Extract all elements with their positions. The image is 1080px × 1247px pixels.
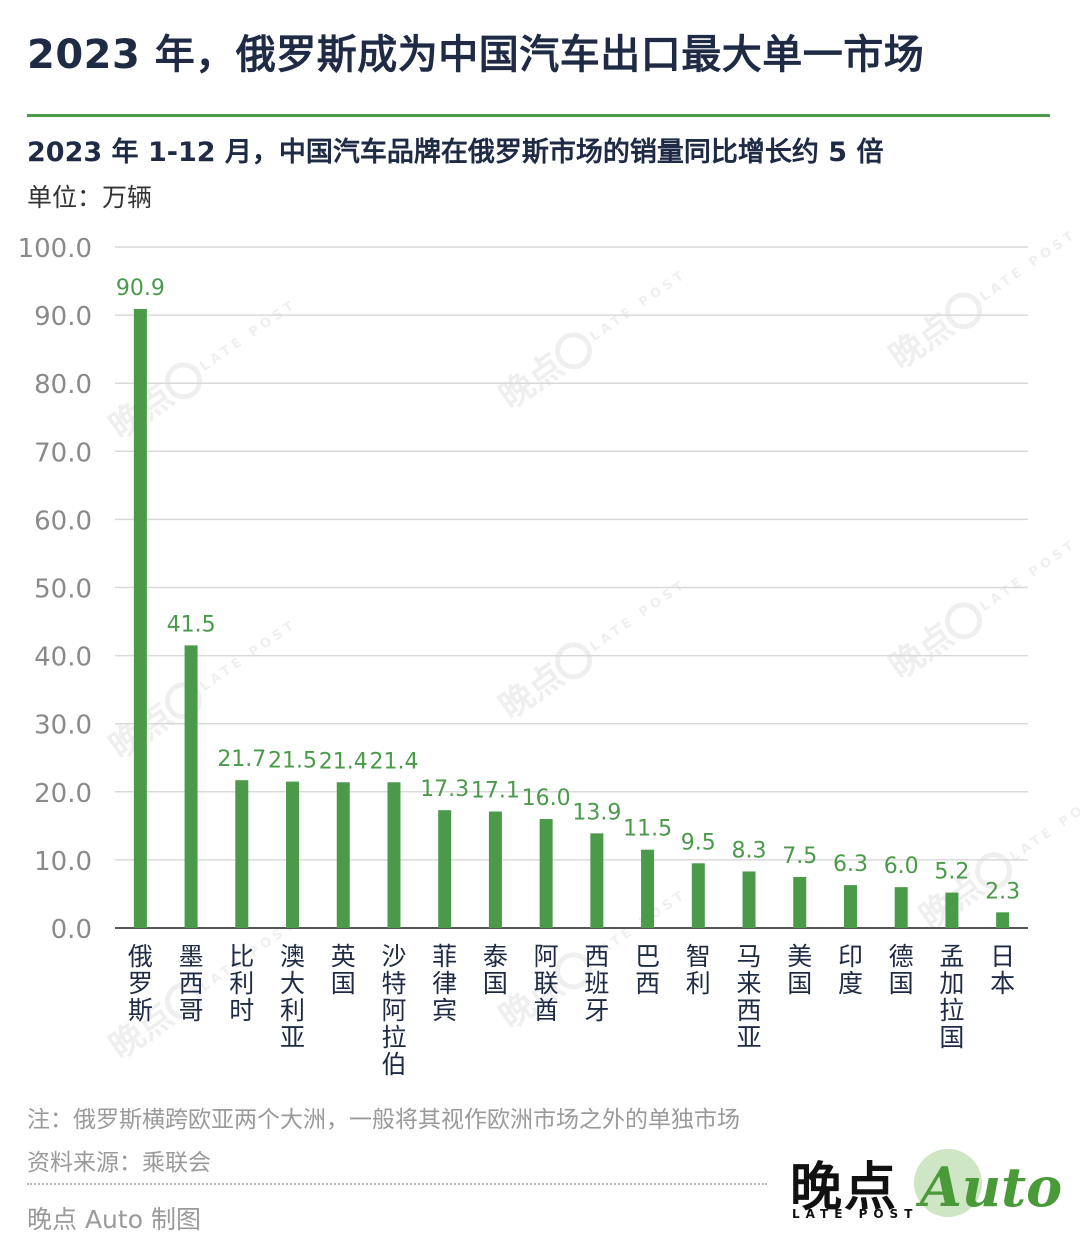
- value-label: 6.0: [884, 854, 919, 879]
- bar: [336, 782, 350, 928]
- y-tick-label: 50.0: [34, 575, 92, 605]
- svg-text:LATE POST: LATE POST: [198, 297, 300, 375]
- chart-title: 2023 年，俄罗斯成为中国汽车出口最大单一市场: [27, 32, 925, 78]
- category-label: 墨西哥: [179, 942, 204, 1025]
- y-tick-label: 80.0: [34, 370, 92, 400]
- y-tick-label: 90.0: [34, 302, 92, 332]
- category-label: 德国: [889, 942, 914, 998]
- bar: [843, 885, 857, 928]
- category-label: 沙特阿拉伯: [381, 942, 406, 1079]
- logo-auto-text: Auto: [920, 1155, 1063, 1219]
- category-label: 泰国: [483, 942, 508, 998]
- bar: [387, 782, 401, 928]
- bar: [590, 833, 604, 928]
- value-label: 13.9: [572, 800, 621, 825]
- category-label: 马来西亚: [737, 942, 762, 1052]
- category-label: 西班牙: [584, 942, 609, 1025]
- credit-line: 晚点 Auto 制图: [27, 1205, 201, 1234]
- bar: [539, 819, 553, 928]
- svg-text:LATE POST: LATE POST: [588, 577, 690, 655]
- bar: [184, 645, 198, 928]
- bar: [133, 308, 147, 928]
- latepost-auto-logo: 晚点 LATE POST Auto: [790, 1145, 1063, 1235]
- category-label: 孟加拉国: [939, 942, 964, 1052]
- y-tick-label: 60.0: [34, 506, 92, 536]
- value-label: 21.7: [217, 747, 266, 772]
- title-divider: [27, 114, 1050, 117]
- footnote: 注：俄罗斯横跨欧亚两个大洲，一般将其视作欧洲市场之外的单独市场: [27, 1107, 740, 1133]
- category-label: 智利: [686, 942, 711, 998]
- y-tick-label: 20.0: [34, 779, 92, 809]
- category-label: 俄罗斯: [128, 942, 153, 1025]
- bar: [438, 810, 452, 928]
- y-tick-label: 100.0: [18, 234, 92, 264]
- value-label: 2.3: [985, 879, 1020, 904]
- value-label: 21.5: [268, 749, 317, 774]
- svg-text:LATE POST: LATE POST: [588, 267, 690, 345]
- bar: [691, 863, 705, 928]
- y-tick-label: 70.0: [34, 438, 92, 468]
- bar: [641, 849, 655, 928]
- value-label: 90.9: [116, 276, 165, 301]
- value-label: 11.5: [623, 817, 672, 842]
- category-label: 印度: [838, 942, 863, 998]
- unit-label: 单位：万辆: [27, 183, 153, 212]
- value-label: 17.1: [471, 779, 520, 804]
- logo-circle-mark: [914, 1149, 982, 1217]
- value-label: 5.2: [934, 860, 969, 885]
- svg-text:LATE POST: LATE POST: [1008, 787, 1080, 865]
- svg-text:LATE POST: LATE POST: [978, 227, 1080, 305]
- source-line: 资料来源：乘联会: [27, 1150, 211, 1176]
- value-label: 7.5: [782, 844, 817, 869]
- value-label: 6.3: [833, 852, 868, 877]
- bar: [286, 781, 300, 928]
- category-label: 澳大利亚: [280, 942, 305, 1052]
- bar: [894, 887, 908, 928]
- category-label: 英国: [331, 942, 356, 998]
- value-label: 9.5: [681, 830, 716, 855]
- chart-subtitle: 2023 年 1-12 月，中国汽车品牌在俄罗斯市场的销量同比增长约 5 倍: [27, 137, 884, 168]
- svg-text:LATE POST: LATE POST: [978, 537, 1080, 615]
- category-label: 巴西: [635, 942, 660, 998]
- value-label: 16.0: [522, 786, 571, 811]
- logo-cn-text: 晚点: [790, 1158, 899, 1218]
- category-label: 菲律宾: [432, 942, 457, 1025]
- bar: [488, 811, 502, 928]
- bar: [996, 912, 1010, 928]
- category-label: 比利时: [229, 942, 254, 1025]
- bar: [945, 892, 959, 928]
- value-label: 41.5: [167, 612, 216, 637]
- category-label: 阿联酋: [534, 942, 559, 1025]
- category-label: 日本: [990, 942, 1015, 998]
- value-labels: 90.941.521.7 21.5 21.4 21.417.3 17.1 16.013.9…: [116, 276, 1020, 904]
- category-label: 美国: [787, 942, 812, 998]
- y-axis-ticks: 0.0 10.0 20.0 30.0 40.0 50.0 60.0 70.0 80.0 90.0 1…: [18, 234, 92, 945]
- footer-divider: [27, 1183, 767, 1185]
- y-tick-label: 30.0: [34, 711, 92, 741]
- value-label: 21.4: [319, 749, 368, 774]
- bars: [133, 308, 1010, 928]
- bar: [793, 876, 807, 928]
- gridlines: [115, 246, 1028, 929]
- y-tick-label: 0.0: [51, 915, 92, 945]
- value-label: 17.3: [420, 777, 469, 802]
- bar: [235, 780, 249, 928]
- value-label: 8.3: [732, 838, 767, 863]
- value-label: 21.4: [369, 749, 418, 774]
- logo-en-text: LATE POST: [792, 1207, 919, 1221]
- y-tick-label: 10.0: [34, 847, 92, 877]
- bar: [742, 871, 756, 928]
- y-tick-label: 40.0: [34, 643, 92, 673]
